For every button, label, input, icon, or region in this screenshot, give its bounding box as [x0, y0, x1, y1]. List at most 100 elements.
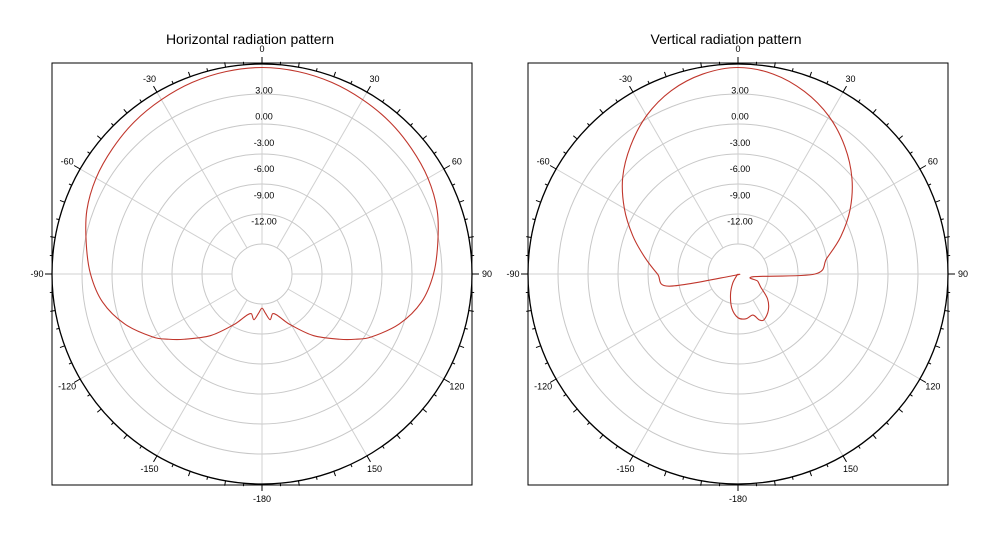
angle-tick — [572, 408, 578, 413]
angle-tick — [587, 123, 590, 126]
angle-tick — [535, 199, 541, 203]
angle-tick — [452, 183, 456, 186]
angle-tick — [526, 309, 532, 312]
angle-tick — [111, 123, 114, 126]
angle-tick — [872, 108, 877, 114]
angle-tick — [549, 165, 557, 170]
angle-tick-label: -90 — [30, 269, 43, 279]
angle-tick-label: 0 — [259, 44, 264, 54]
angle-tick — [366, 455, 371, 463]
angle-tick — [68, 183, 72, 186]
grid-ring — [231, 243, 293, 305]
angle-tick — [382, 99, 385, 103]
angle-tick-label: 120 — [449, 382, 464, 392]
grid-spoke — [276, 299, 368, 457]
angle-tick — [123, 434, 128, 440]
angle-tick-label: -60 — [61, 157, 74, 167]
angle-tick — [396, 108, 401, 114]
angle-tick — [615, 99, 618, 103]
angle-tick — [187, 71, 191, 77]
angle-tick — [382, 445, 385, 449]
grid-spoke — [79, 168, 237, 260]
angle-tick — [87, 151, 91, 154]
angle-tick — [171, 80, 174, 84]
angle-tick — [563, 151, 567, 154]
angle-tick — [599, 108, 604, 114]
radial-tick-label: -3.00 — [730, 138, 751, 148]
angle-tick — [396, 434, 401, 440]
angle-tick — [56, 327, 60, 330]
angle-tick — [452, 362, 456, 365]
angle-tick — [297, 480, 300, 486]
angle-tick — [59, 345, 65, 349]
angle-tick — [171, 464, 174, 468]
angle-tick — [526, 236, 532, 239]
angle-tick-label: 30 — [845, 74, 855, 84]
vertical-pattern-panel: Vertical radiation pattern 0 30 60 90 120 150… — [476, 0, 976, 538]
angle-tick-label: -30 — [619, 74, 632, 84]
angle-tick — [50, 236, 56, 239]
angle-tick — [315, 476, 318, 480]
angle-tick — [96, 408, 102, 413]
angle-tick-label: 60 — [452, 157, 462, 167]
angle-tick — [886, 422, 889, 425]
angle-tick — [700, 480, 703, 486]
angle-tick — [615, 445, 618, 449]
angle-tick — [629, 85, 634, 93]
angle-tick — [96, 135, 102, 140]
angle-tick — [433, 394, 437, 397]
angle-tick — [572, 135, 578, 140]
angle-tick — [599, 434, 604, 440]
angle-tick — [919, 378, 927, 383]
angle-tick — [647, 80, 650, 84]
angle-tick — [886, 123, 889, 126]
angle-tick — [111, 422, 114, 425]
angle-tick — [858, 99, 861, 103]
horizontal-polar-chart: 0 30 60 90 120 150 -180 -150 -120 -90 -60 -30 3.00 0.… — [30, 44, 492, 504]
angle-tick — [187, 471, 191, 477]
angle-tick — [433, 151, 437, 154]
angle-tick — [206, 68, 209, 72]
angle-tick — [663, 71, 667, 77]
angle-tick — [333, 71, 337, 77]
pattern-curve-horizontal — [85, 66, 439, 341]
angle-tick — [940, 218, 944, 221]
angle-tick — [587, 422, 590, 425]
angle-tick — [919, 165, 927, 170]
angle-tick — [68, 362, 72, 365]
grid-spoke — [752, 91, 844, 249]
chart-title: Horizontal radiation pattern — [165, 31, 335, 47]
angle-tick — [826, 80, 829, 84]
angle-tick — [443, 378, 451, 383]
angle-tick — [468, 236, 474, 239]
grid-spoke — [79, 288, 237, 380]
radial-tick-label: 3.00 — [255, 85, 273, 95]
angle-tick — [809, 471, 813, 477]
angle-tick — [87, 394, 91, 397]
angle-tick — [773, 62, 776, 68]
radial-tick-label: -12.00 — [727, 217, 753, 227]
radial-tick-label: 3.00 — [731, 85, 749, 95]
radial-tick-label: 0.00 — [731, 112, 749, 122]
angle-tick — [791, 68, 794, 72]
angle-tick — [647, 464, 650, 468]
angle-tick — [909, 394, 913, 397]
grid-spoke — [632, 91, 724, 249]
angle-tick — [532, 218, 536, 221]
angle-tick-label: 150 — [843, 464, 858, 474]
angle-tick — [944, 309, 950, 312]
grid-spoke — [752, 299, 844, 457]
angle-tick — [535, 345, 541, 349]
angle-tick — [56, 218, 60, 221]
radial-tick-label: 0.00 — [255, 112, 273, 122]
grid-spoke — [287, 288, 445, 380]
angle-tick-label: -60 — [537, 157, 550, 167]
angle-tick — [940, 327, 944, 330]
angle-tick — [935, 199, 941, 203]
grid-spoke — [287, 168, 445, 260]
vertical-polar-chart: 0 30 60 90 120 150 -180 -150 -120 -90 -60 -30 3.00 0.… — [506, 44, 968, 504]
horizontal-pattern-panel: Horizontal radiation pattern 0 30 60 90 120 1… — [30, 31, 492, 504]
angle-tick-label: -120 — [58, 382, 76, 392]
angle-tick — [563, 394, 567, 397]
angle-tick — [663, 471, 667, 477]
